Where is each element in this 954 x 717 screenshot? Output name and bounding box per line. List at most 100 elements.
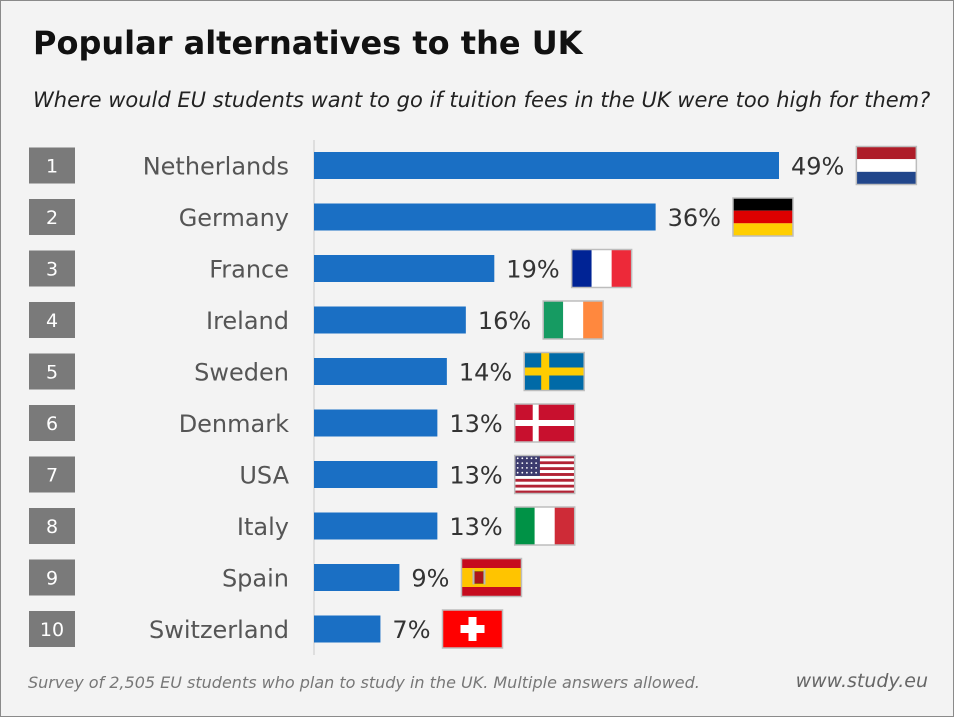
flag-border: [513, 403, 576, 443]
usa-flag-canton: [514, 455, 540, 476]
usa-flag-star: [521, 467, 524, 469]
germany-flag-red: [732, 210, 793, 224]
flag-border: [732, 197, 794, 237]
rank-box: [29, 199, 75, 235]
category-label: Sweden: [194, 359, 289, 387]
italy-flag-green: [514, 507, 535, 545]
usa-flag-star: [521, 462, 524, 464]
denmark-flag-icon: [513, 403, 576, 443]
germany-flag-black: [732, 198, 793, 211]
usa-flag-star: [526, 471, 528, 474]
usa-flag-star: [521, 457, 524, 460]
netherlands-flag-red: [856, 146, 917, 160]
bar: [314, 615, 381, 643]
rank-number: 5: [46, 362, 58, 384]
chart-title: Popular alternatives to the UK: [33, 24, 583, 62]
value-label: 7%: [392, 616, 430, 644]
flag-border: [855, 145, 918, 186]
netherlands-flag-blue: [856, 171, 917, 185]
category-label: Ireland: [206, 307, 289, 335]
sweden-flag-cross-h: [524, 367, 585, 376]
usa-flag-star: [535, 467, 538, 469]
rank-number: 1: [46, 156, 58, 178]
usa-flag-star: [521, 471, 524, 474]
usa-flag-star: [516, 457, 519, 460]
usa-flag-stripe: [514, 461, 575, 465]
category-label: Switzerland: [149, 616, 289, 644]
france-flag-icon: [570, 248, 633, 289]
usa-flag-icon: [513, 454, 576, 495]
rank-box: [29, 405, 75, 441]
usa-flag-star: [516, 471, 519, 474]
spain-flag-icon: [460, 557, 523, 598]
germany-flag-gold: [732, 223, 793, 236]
rank-box: [29, 559, 75, 596]
usa-flag-stripe: [514, 481, 575, 485]
rank-number: 3: [46, 259, 58, 281]
usa-flag-star: [535, 471, 538, 474]
usa-flag-star: [516, 467, 519, 469]
usa-flag-star: [530, 462, 533, 464]
france-flag-red: [611, 249, 632, 288]
sweden-flag-icon: [523, 351, 585, 392]
usa-flag-stripe: [514, 455, 575, 459]
netherlands-flag-white: [856, 159, 917, 172]
flag-border: [441, 609, 504, 649]
ireland-flag-white: [563, 301, 584, 339]
germany-flag-icon: [732, 197, 794, 237]
usa-flag-stripe: [514, 458, 575, 462]
category-label: Spain: [222, 565, 289, 593]
category-label: Denmark: [179, 410, 289, 438]
france-flag-white: [591, 249, 612, 288]
netherlands-flag-icon: [855, 145, 918, 186]
bar: [314, 306, 466, 334]
rank-number: 8: [46, 516, 58, 538]
ireland-flag-orange: [583, 301, 604, 339]
usa-flag-stripe: [514, 475, 575, 479]
rank-box: [29, 508, 75, 544]
spain-flag-pillar-left: [472, 569, 475, 585]
italy-flag-icon: [513, 506, 576, 546]
rank-number: 7: [46, 465, 58, 487]
usa-flag-star: [530, 457, 533, 460]
usa-flag-stripe: [514, 487, 575, 491]
usa-flag-stripe: [514, 473, 575, 476]
flag-border: [570, 248, 633, 289]
rank-number: 4: [46, 310, 58, 332]
category-label: USA: [239, 462, 289, 490]
value-label: 13%: [449, 410, 502, 438]
value-label: 36%: [668, 204, 721, 232]
rank-box: [29, 250, 75, 287]
usa-flag-stripe: [514, 484, 575, 488]
usa-flag-star: [530, 471, 533, 474]
bar: [314, 358, 447, 385]
rank-box: [29, 611, 75, 647]
spain-flag-red-bottom: [461, 587, 522, 597]
usa-flag-star: [535, 457, 538, 460]
bar: [314, 409, 438, 437]
usa-flag-stripe: [514, 470, 575, 474]
usa-flag-star: [526, 462, 528, 464]
bar: [314, 152, 779, 179]
usa-flag-stripe: [514, 478, 575, 482]
bar: [314, 255, 495, 282]
switzerland-flag-icon: [441, 609, 504, 649]
spain-flag-pillar-right: [483, 569, 486, 585]
spain-flag-red-top: [461, 558, 522, 568]
france-flag-blue: [571, 249, 592, 288]
usa-flag-star: [526, 457, 528, 460]
usa-flag-stripe: [514, 467, 575, 471]
rank-box: [29, 302, 75, 338]
rank-number: 10: [40, 619, 64, 641]
value-label: 14%: [459, 359, 512, 387]
italy-flag-red: [554, 507, 575, 545]
ireland-flag-green: [543, 301, 564, 339]
flag-border: [542, 300, 604, 340]
denmark-flag-cross-h: [514, 420, 575, 426]
category-label: Italy: [237, 513, 289, 541]
usa-flag-star: [535, 462, 538, 464]
source-link[interactable]: www.study.eu: [795, 670, 928, 692]
bar: [314, 203, 656, 231]
